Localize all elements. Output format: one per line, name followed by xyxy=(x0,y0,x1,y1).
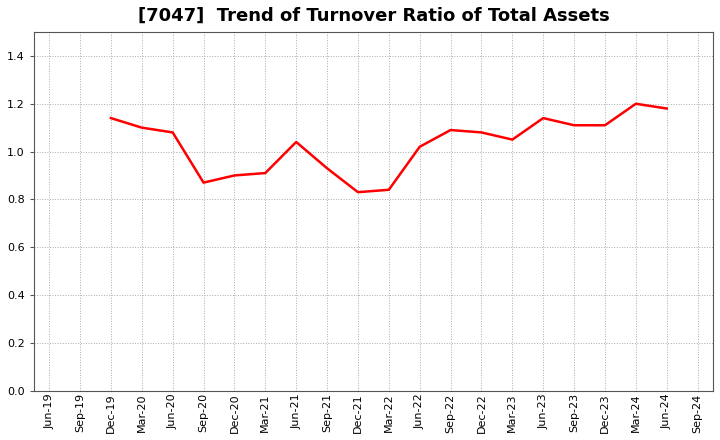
Title: [7047]  Trend of Turnover Ratio of Total Assets: [7047] Trend of Turnover Ratio of Total … xyxy=(138,7,609,25)
